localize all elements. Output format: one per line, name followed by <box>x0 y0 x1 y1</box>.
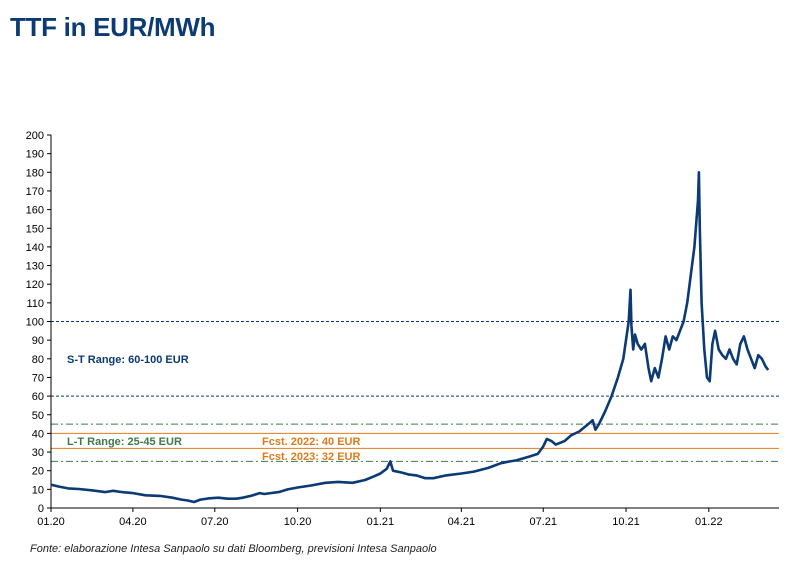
y-tick-label: 120 <box>26 279 44 291</box>
chart-annotation: L-T Range: 25-45 EUR <box>67 436 182 448</box>
x-tick-label: 04.20 <box>119 516 147 528</box>
x-tick-label: 01.20 <box>37 516 65 528</box>
x-tick-label: 07.21 <box>529 516 557 528</box>
y-tick-label: 200 <box>26 130 44 142</box>
y-tick-label: 50 <box>32 410 44 422</box>
y-tick-label: 100 <box>26 317 44 329</box>
x-tick-label: 10.21 <box>612 516 640 528</box>
x-tick-label: 10.20 <box>284 516 312 528</box>
y-tick-label: 160 <box>26 205 44 217</box>
y-tick-label: 170 <box>26 186 44 198</box>
y-tick-label: 110 <box>26 298 44 310</box>
chart-annotation: S-T Range: 60-100 EUR <box>67 354 189 366</box>
y-tick-label: 130 <box>26 261 44 273</box>
x-tick-label: 07.20 <box>201 516 229 528</box>
y-tick-label: 90 <box>32 335 44 347</box>
x-tick-label: 01.22 <box>695 516 723 528</box>
page-title: TTF in EUR/MWh <box>10 12 216 42</box>
x-tick-label: 04.21 <box>448 516 476 528</box>
y-tick-label: 80 <box>32 354 44 366</box>
chart-annotation: Fcst. 2022: 40 EUR <box>262 436 360 448</box>
y-tick-label: 0 <box>38 503 44 515</box>
y-tick-label: 150 <box>26 223 44 235</box>
y-tick-label: 60 <box>32 391 44 403</box>
chart-annotation: Fcst. 2023: 32 EUR <box>262 451 360 463</box>
y-tick-label: 190 <box>26 149 44 161</box>
y-tick-label: 140 <box>26 242 44 254</box>
y-tick-label: 70 <box>32 372 44 384</box>
y-tick-label: 40 <box>32 428 44 440</box>
y-tick-label: 10 <box>32 484 44 496</box>
x-tick-label: 01.21 <box>367 516 395 528</box>
ttf-price-line <box>50 171 770 504</box>
series-layer <box>50 171 770 504</box>
reference-lines <box>51 321 779 462</box>
y-tick-label: 20 <box>32 466 44 478</box>
annotations: S-T Range: 60-100 EUR L-T Range: 25-45 EU… <box>67 354 360 463</box>
y-tick-label: 30 <box>32 447 44 459</box>
y-tick-label: 180 <box>26 167 44 179</box>
axes: 0 10 20 30 40 50 60 70 80 90 100 110 120 130 140 150 160… <box>26 130 779 528</box>
source-note: Fonte: elaborazione Intesa Sanpaolo su d… <box>30 543 437 555</box>
ttf-line-chart: 0 10 20 30 40 50 60 70 80 90 100 110 120 130 140 150 160… <box>26 130 779 528</box>
